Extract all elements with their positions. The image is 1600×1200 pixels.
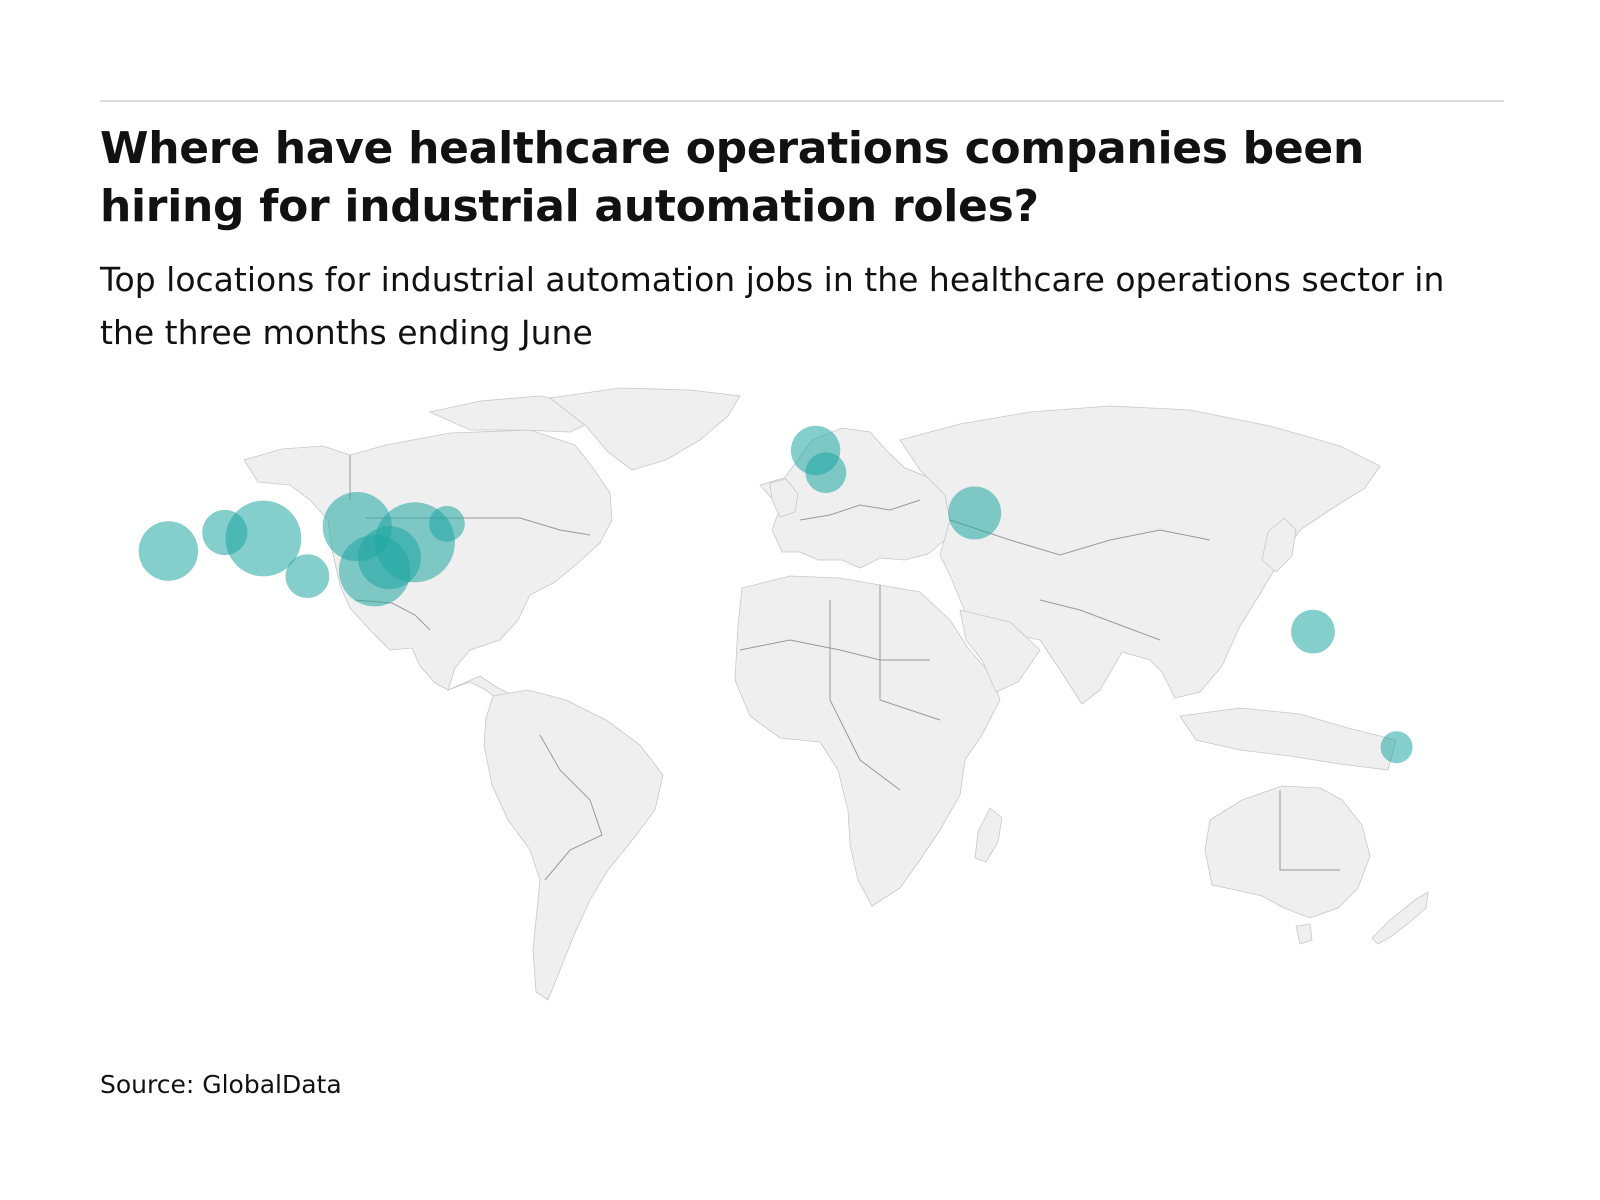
land-southeast-asia-islands <box>1179 707 1397 771</box>
location-bubble <box>202 509 248 556</box>
location-bubble <box>805 452 847 494</box>
land-south-america <box>483 689 664 1001</box>
border-africa-central <box>829 600 901 791</box>
bubble-layer <box>138 425 1600 963</box>
location-bubble <box>1380 731 1413 764</box>
location-bubble <box>285 554 330 598</box>
chart-title: Where have healthcare operations compani… <box>100 123 1364 232</box>
border-asia-south <box>1039 599 1161 641</box>
land-greenland <box>549 387 741 471</box>
land-africa <box>734 575 1001 907</box>
border-australia <box>1279 790 1340 871</box>
land-arabia <box>959 609 1041 693</box>
border-africa-north <box>739 639 930 661</box>
land-australia <box>1204 785 1371 919</box>
land-madagascar <box>974 807 1003 863</box>
location-bubble <box>429 505 465 542</box>
land-japan <box>1261 517 1297 573</box>
location-bubble <box>138 521 199 581</box>
border-africa-east <box>879 585 941 721</box>
location-bubble <box>948 486 1002 540</box>
land-britain <box>769 478 799 518</box>
border-asia-central <box>949 519 1211 556</box>
border-europe <box>799 499 921 521</box>
location-bubble <box>1291 609 1335 654</box>
top-rule <box>100 100 1504 102</box>
land-new-zealand <box>1371 891 1429 945</box>
border-layer <box>349 455 1340 881</box>
location-bubble <box>357 526 421 590</box>
source-note: Source: GlobalData <box>100 1070 342 1099</box>
land-tasmania <box>1295 923 1313 945</box>
land-asia <box>899 405 1381 705</box>
chart-subtitle: Top locations for industrial automation … <box>100 260 1445 352</box>
border-south-america <box>539 734 603 881</box>
location-bubble <box>225 500 302 577</box>
